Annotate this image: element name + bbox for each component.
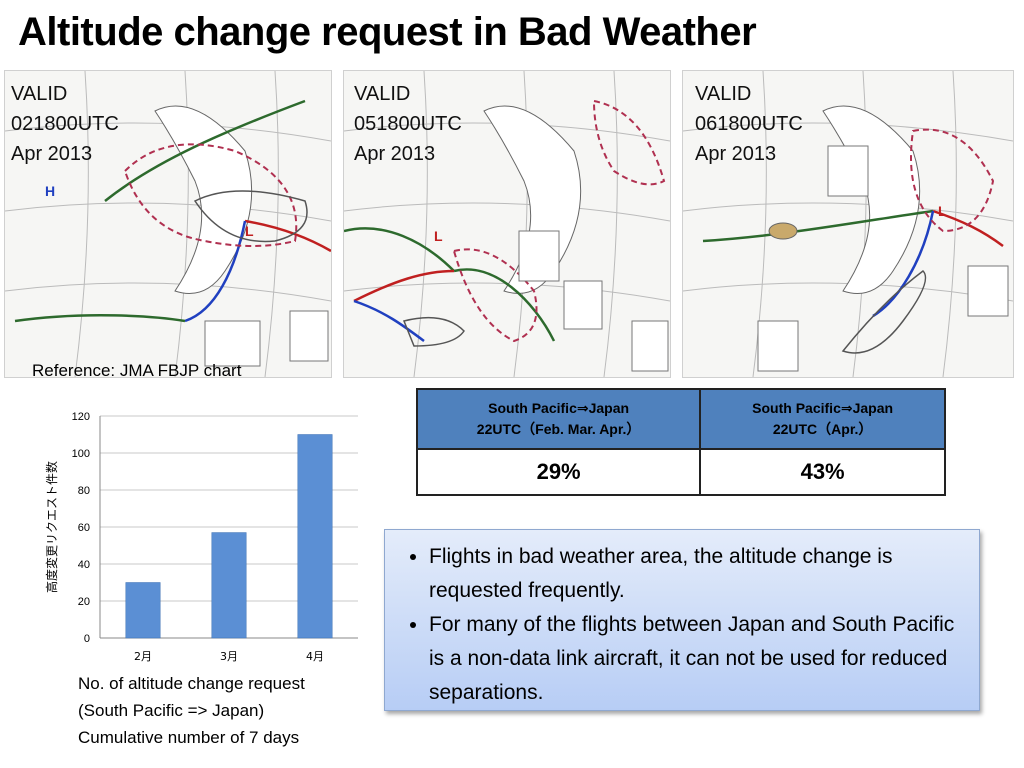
weather-map-3-graphic: L <box>683 71 1013 377</box>
map-1-valid-label: VALID 021800UTC Apr 2013 <box>11 83 119 165</box>
reference-note: Reference: JMA FBJP chart <box>32 361 242 380</box>
notes-box: Flights in bad weather area, the altitud… <box>384 529 980 711</box>
y-tick-label: 60 <box>78 522 90 534</box>
altitude-request-chart: 0 20 40 60 80 100 120 2月 3月 4月 高度変更リクエスト件数 <box>40 400 370 670</box>
weather-map-2: L VALID 051800UTC Apr 2013 <box>343 70 671 378</box>
notes-list: Flights in bad weather area, the altitud… <box>429 540 961 710</box>
x-tick-label: 2月 <box>134 650 152 663</box>
weather-map-2-graphic: L <box>344 71 670 377</box>
table-header-cell-2: South Pacific⇒Japan 22UTC（Apr.） <box>699 388 946 450</box>
table-value-cell-1: 29% <box>415 448 702 496</box>
svg-text:L: L <box>434 228 443 244</box>
weather-map-3: L VALID 061800UTC Apr 2013 <box>682 70 1014 378</box>
y-tick-label: 120 <box>72 411 90 423</box>
chart-caption-line-2: (South Pacific => Japan) <box>78 701 265 720</box>
table-row: 29% 43% <box>415 448 946 496</box>
chart-caption-line-3: Cumulative number of 7 days <box>78 728 300 747</box>
weather-map-1-graphic: H L <box>5 71 331 377</box>
weather-map-1: H L VALID 021800UTC Apr 2013 <box>4 70 332 378</box>
y-tick-label: 0 <box>84 633 90 645</box>
bar <box>125 582 161 639</box>
note-item-2: For many of the flights between Japan an… <box>429 608 961 710</box>
y-axis-label: 高度変更リクエスト件数 <box>44 461 59 593</box>
bar <box>297 434 333 639</box>
comparison-table: South Pacific⇒Japan 22UTC（Feb. Mar. Apr.）… <box>415 388 946 496</box>
x-tick-label: 4月 <box>306 650 324 663</box>
y-tick-label: 40 <box>78 559 90 571</box>
map-3-valid-label: VALID 061800UTC Apr 2013 <box>695 83 803 165</box>
note-item-1: Flights in bad weather area, the altitud… <box>429 540 961 608</box>
y-tick-label: 100 <box>72 448 90 460</box>
x-tick-label: 3月 <box>220 650 238 663</box>
bar-chart-svg: 0 20 40 60 80 100 120 2月 3月 4月 高度変更リクエスト件数 <box>44 411 358 663</box>
table-value-cell-2: 43% <box>699 448 946 496</box>
map-2-valid-label: VALID 051800UTC Apr 2013 <box>354 83 462 165</box>
svg-text:H: H <box>45 183 55 199</box>
chart-caption-line-1: No. of altitude change request <box>78 674 305 693</box>
bar <box>211 532 247 639</box>
table-header-cell-1: South Pacific⇒Japan 22UTC（Feb. Mar. Apr.） <box>415 388 702 450</box>
y-tick-label: 80 <box>78 485 90 497</box>
y-tick-label: 20 <box>78 596 90 608</box>
slide-title: Altitude change request in Bad Weather <box>18 10 757 54</box>
svg-text:L: L <box>245 223 254 239</box>
svg-text:L: L <box>938 203 947 219</box>
table-header-row: South Pacific⇒Japan 22UTC（Feb. Mar. Apr.）… <box>415 388 946 450</box>
chart-caption: No. of altitude change request (South Pa… <box>78 670 305 751</box>
